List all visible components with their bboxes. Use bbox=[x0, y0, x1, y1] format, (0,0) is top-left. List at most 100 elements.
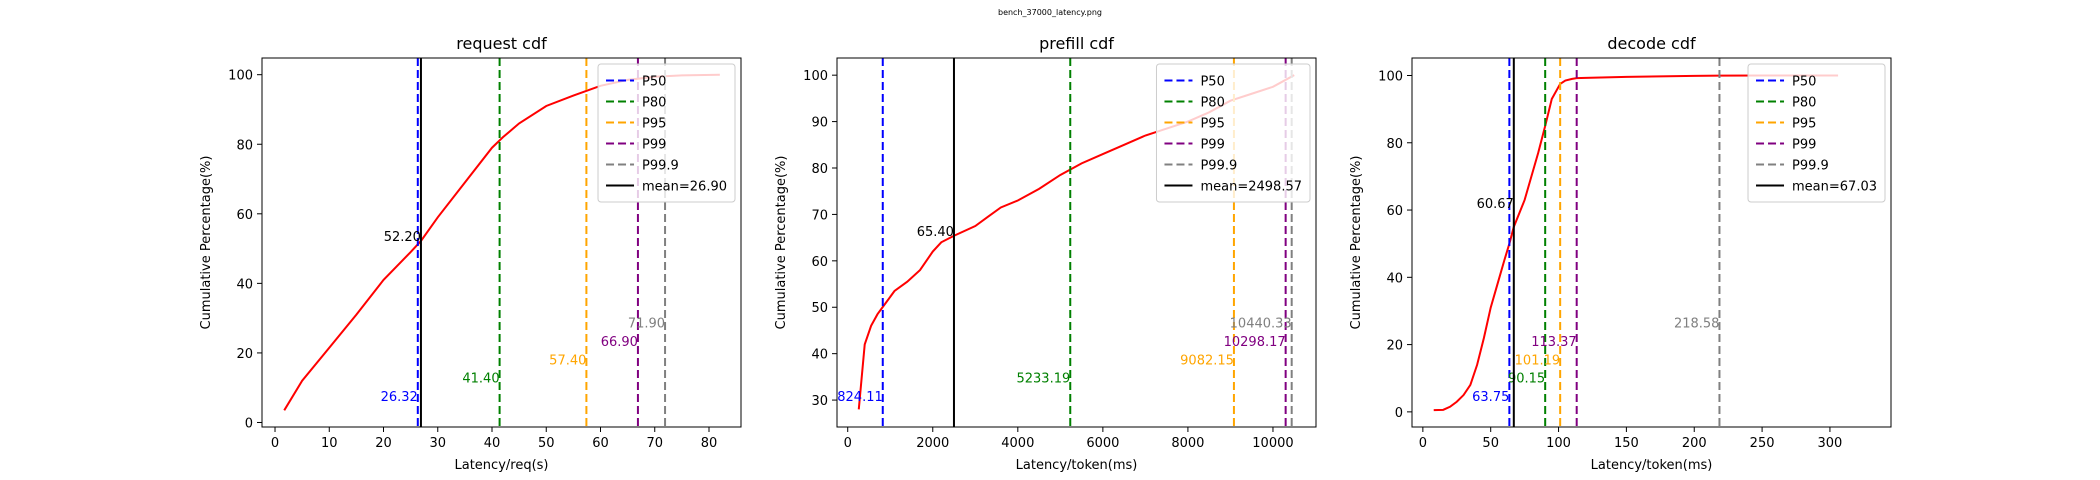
x-tick-label: 250 bbox=[1750, 436, 1775, 451]
marker-label: 101.19 bbox=[1515, 353, 1561, 368]
axes-frame bbox=[1411, 57, 1892, 428]
y-tick-label: 30 bbox=[811, 394, 828, 409]
y-axis-label: Cumulative Percentage(%) bbox=[1349, 156, 1364, 330]
legend-label: P80 bbox=[1200, 96, 1224, 111]
y-tick-label: 80 bbox=[236, 138, 253, 153]
legend-label: P99.9 bbox=[1792, 159, 1829, 174]
marker-label: 218.58 bbox=[1674, 316, 1720, 331]
x-tick-label: 80 bbox=[701, 436, 718, 451]
axes-frame bbox=[836, 57, 1317, 428]
subplot: decode cdf Latency/token(ms) Cumulative Pe… bbox=[1349, 34, 1892, 473]
x-axis-label: Latency/req(s) bbox=[455, 458, 549, 473]
legend-label: P99.9 bbox=[642, 159, 679, 174]
cdf-line bbox=[1433, 74, 1839, 412]
subplot-title: request cdf bbox=[456, 34, 547, 53]
marker-label: 824.11 bbox=[837, 390, 883, 405]
y-axis-label: Cumulative Percentage(%) bbox=[199, 156, 214, 330]
y-tick-label: 100 bbox=[803, 69, 828, 84]
legend: P50 P80 P95 P99 P99.9 mean=67.03 bbox=[1747, 63, 1886, 203]
legend-box bbox=[597, 63, 736, 203]
y-tick-label: 40 bbox=[1386, 271, 1403, 286]
marker-label: 9082.15 bbox=[1180, 353, 1234, 368]
marker-label: 90.15 bbox=[1508, 372, 1545, 387]
x-tick-label: 70 bbox=[646, 436, 663, 451]
subplot: prefill cdf Latency/token(ms) Cumulative P… bbox=[774, 34, 1317, 473]
x-tick-label: 10 bbox=[321, 436, 338, 451]
x-tick-label: 4000 bbox=[1001, 436, 1034, 451]
x-tick-label: 2000 bbox=[916, 436, 949, 451]
x-axis-label: Latency/token(ms) bbox=[1591, 458, 1713, 473]
y-tick-label: 40 bbox=[811, 348, 828, 363]
marker-label: 113.37 bbox=[1531, 335, 1577, 350]
subplot-title: prefill cdf bbox=[1039, 34, 1114, 53]
axes-frame bbox=[261, 57, 742, 428]
y-tick-label: 60 bbox=[236, 208, 253, 223]
legend-label: P95 bbox=[1792, 117, 1816, 132]
legend-box bbox=[1747, 63, 1886, 203]
x-tick-label: 20 bbox=[375, 436, 392, 451]
y-tick-label: 100 bbox=[1378, 69, 1403, 84]
mean-label: 52.20 bbox=[384, 230, 421, 245]
y-tick-label: 20 bbox=[236, 347, 253, 362]
x-tick-label: 0 bbox=[844, 436, 852, 451]
legend: P50 P80 P95 P99 P99.9 mean=26.90 bbox=[597, 63, 736, 203]
x-axis-label: Latency/token(ms) bbox=[1016, 458, 1138, 473]
legend-label: P50 bbox=[642, 75, 666, 90]
legend-label: P50 bbox=[1200, 75, 1224, 90]
legend-label: P80 bbox=[642, 96, 666, 111]
y-axis-label: Cumulative Percentage(%) bbox=[774, 156, 789, 330]
y-tick-label: 50 bbox=[811, 301, 828, 316]
y-tick-label: 60 bbox=[811, 255, 828, 270]
y-tick-label: 100 bbox=[228, 69, 253, 84]
x-tick-label: 0 bbox=[271, 436, 279, 451]
marker-label: 63.75 bbox=[1472, 390, 1509, 405]
y-tick-label: 70 bbox=[811, 208, 828, 223]
x-tick-label: 40 bbox=[484, 436, 501, 451]
y-tick-label: 80 bbox=[1386, 137, 1403, 152]
legend: P50 P80 P95 P99 P99.9 mean=2498.57 bbox=[1155, 63, 1311, 203]
legend-label: P99 bbox=[1792, 138, 1816, 153]
y-tick-label: 40 bbox=[236, 277, 253, 292]
subplot: request cdf Latency/req(s) Cumulative Perc… bbox=[199, 34, 742, 473]
x-tick-label: 60 bbox=[592, 436, 609, 451]
x-tick-label: 0 bbox=[1419, 436, 1427, 451]
x-tick-label: 100 bbox=[1546, 436, 1571, 451]
x-tick-label: 300 bbox=[1818, 436, 1843, 451]
y-tick-label: 90 bbox=[811, 116, 828, 131]
marker-label: 71.90 bbox=[628, 316, 665, 331]
marker-label: 66.90 bbox=[601, 335, 638, 350]
x-tick-label: 200 bbox=[1682, 436, 1707, 451]
legend-box bbox=[1155, 63, 1311, 203]
x-tick-label: 50 bbox=[538, 436, 555, 451]
legend-label: mean=2498.57 bbox=[1200, 180, 1302, 195]
x-tick-label: 50 bbox=[1482, 436, 1499, 451]
marker-label: 10298.17 bbox=[1224, 335, 1286, 350]
figure-title: bench_37000_latency.png bbox=[998, 8, 1102, 17]
y-tick-label: 80 bbox=[811, 162, 828, 177]
y-tick-label: 0 bbox=[1395, 406, 1403, 421]
marker-label: 10440.33 bbox=[1230, 316, 1292, 331]
legend-label: P95 bbox=[642, 117, 666, 132]
y-tick-label: 20 bbox=[1386, 339, 1403, 354]
legend-label: mean=67.03 bbox=[1792, 180, 1877, 195]
y-tick-label: 60 bbox=[1386, 204, 1403, 219]
y-tick-label: 0 bbox=[245, 416, 253, 431]
x-tick-label: 8000 bbox=[1171, 436, 1204, 451]
legend-label: mean=26.90 bbox=[642, 180, 727, 195]
legend-label: P80 bbox=[1792, 96, 1816, 111]
marker-label: 5233.19 bbox=[1016, 372, 1070, 387]
mean-label: 60.67 bbox=[1477, 197, 1514, 212]
legend-label: P50 bbox=[1792, 75, 1816, 90]
legend-label: P99.9 bbox=[1200, 159, 1237, 174]
x-tick-label: 150 bbox=[1614, 436, 1639, 451]
x-tick-label: 6000 bbox=[1086, 436, 1119, 451]
legend-label: P99 bbox=[1200, 138, 1224, 153]
x-tick-label: 30 bbox=[429, 436, 446, 451]
x-tick-label: 10000 bbox=[1252, 436, 1293, 451]
marker-label: 57.40 bbox=[549, 353, 586, 368]
legend-label: P99 bbox=[642, 138, 666, 153]
subplot-title: decode cdf bbox=[1607, 34, 1696, 53]
marker-label: 41.40 bbox=[462, 372, 499, 387]
marker-label: 26.32 bbox=[381, 390, 418, 405]
